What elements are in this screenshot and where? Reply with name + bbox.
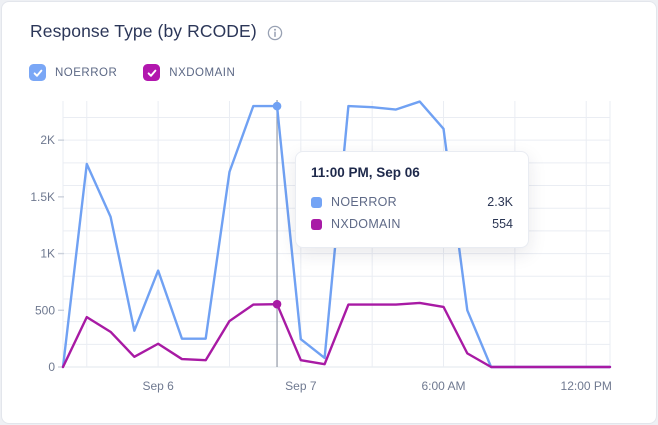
y-axis-label: 500 [35, 303, 55, 317]
tooltip-row-nxdomain: NXDOMAIN 554 [311, 213, 513, 235]
legend-label-nxdomain: NXDOMAIN [169, 66, 236, 79]
y-axis-label: 1K [40, 247, 55, 261]
tooltip-value-nxdomain: 554 [492, 217, 513, 231]
y-axis-label: 2K [40, 133, 55, 147]
page-title: Response Type (by RCODE) [30, 21, 257, 41]
y-axis-label: 1.5K [30, 190, 55, 204]
noerror-highlight-marker[interactable] [272, 101, 282, 111]
nxdomain-highlight-marker[interactable] [272, 299, 282, 309]
nxdomain-line[interactable] [61, 301, 612, 369]
tooltip-row-noerror: NOERROR 2.3K [311, 191, 513, 213]
noerror-checkbox-checked-icon[interactable] [29, 64, 46, 81]
x-axis-label: Sep 6 [142, 379, 174, 393]
x-axis-label: 6:00 AM [422, 379, 466, 393]
legend-label-noerror: NOERROR [55, 66, 118, 79]
noerror-swatch-icon [311, 196, 322, 208]
info-icon[interactable] [267, 25, 283, 41]
x-axis-label: Sep 7 [285, 379, 317, 393]
nxdomain-checkbox-checked-icon[interactable] [143, 64, 161, 81]
x-axis-label: 12:00 PM [561, 379, 612, 393]
tooltip-value-noerror: 2.3K [487, 195, 513, 209]
legend-item-noerror[interactable]: NOERROR [29, 64, 117, 81]
chart-tooltip: 11:00 PM, Sep 06 NOERROR 2.3K NXDOMAIN 5… [295, 151, 529, 248]
card-header: Response Type (by RCODE) [30, 21, 283, 42]
legend: NOERROR NXDOMAIN [29, 64, 235, 81]
legend-item-nxdomain[interactable]: NXDOMAIN [143, 64, 235, 81]
tooltip-timestamp: 11:00 PM, Sep 06 [311, 165, 420, 180]
tooltip-label-noerror: NOERROR [331, 195, 397, 209]
y-axis-label: 0 [48, 360, 55, 374]
tooltip-label-nxdomain: NXDOMAIN [331, 217, 401, 231]
nxdomain-swatch-icon [311, 218, 322, 230]
